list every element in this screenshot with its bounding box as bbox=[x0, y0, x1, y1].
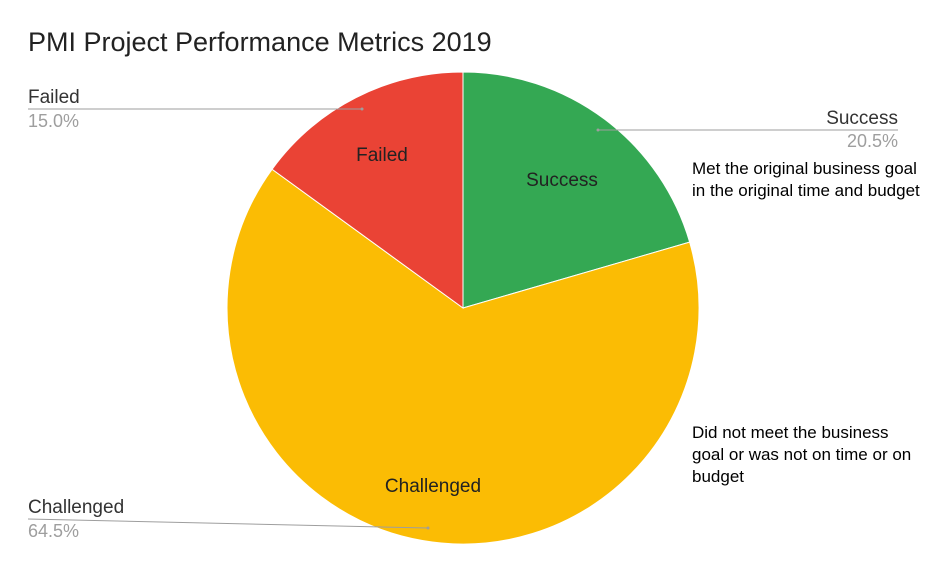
callout-percent-challenged: 64.5% bbox=[28, 521, 79, 541]
pie-slice-challenged bbox=[226, 168, 700, 545]
pie-slice-success bbox=[462, 71, 691, 309]
callout-percent-success: 20.5% bbox=[847, 131, 898, 151]
chart-title: PMI Project Performance Metrics 2019 bbox=[28, 27, 492, 57]
leader-dot-failed bbox=[360, 107, 364, 111]
pie-slices bbox=[226, 71, 700, 545]
challenged-annotation: Did not meet the business goal or was no… bbox=[692, 423, 912, 486]
leader-dot-challenged bbox=[426, 526, 430, 530]
callout-name-failed: Failed bbox=[28, 87, 80, 108]
leader-line-challenged bbox=[27, 518, 429, 529]
slice-label-challenged: Challenged bbox=[385, 476, 481, 497]
callout-name-success: Success bbox=[826, 108, 898, 129]
leader-lines bbox=[27, 107, 898, 530]
callout-name-challenged: Challenged bbox=[28, 497, 124, 518]
success-annotation: Met the original business goal in the or… bbox=[692, 159, 920, 200]
leader-dot-success bbox=[596, 128, 600, 132]
slice-label-failed: Failed bbox=[356, 145, 408, 166]
pie-slice-failed bbox=[271, 71, 464, 309]
callout-percent-failed: 15.0% bbox=[28, 111, 79, 131]
slice-labels: SuccessSuccess20.5%ChallengedChallenged6… bbox=[28, 87, 898, 541]
slice-label-success: Success bbox=[526, 170, 598, 191]
